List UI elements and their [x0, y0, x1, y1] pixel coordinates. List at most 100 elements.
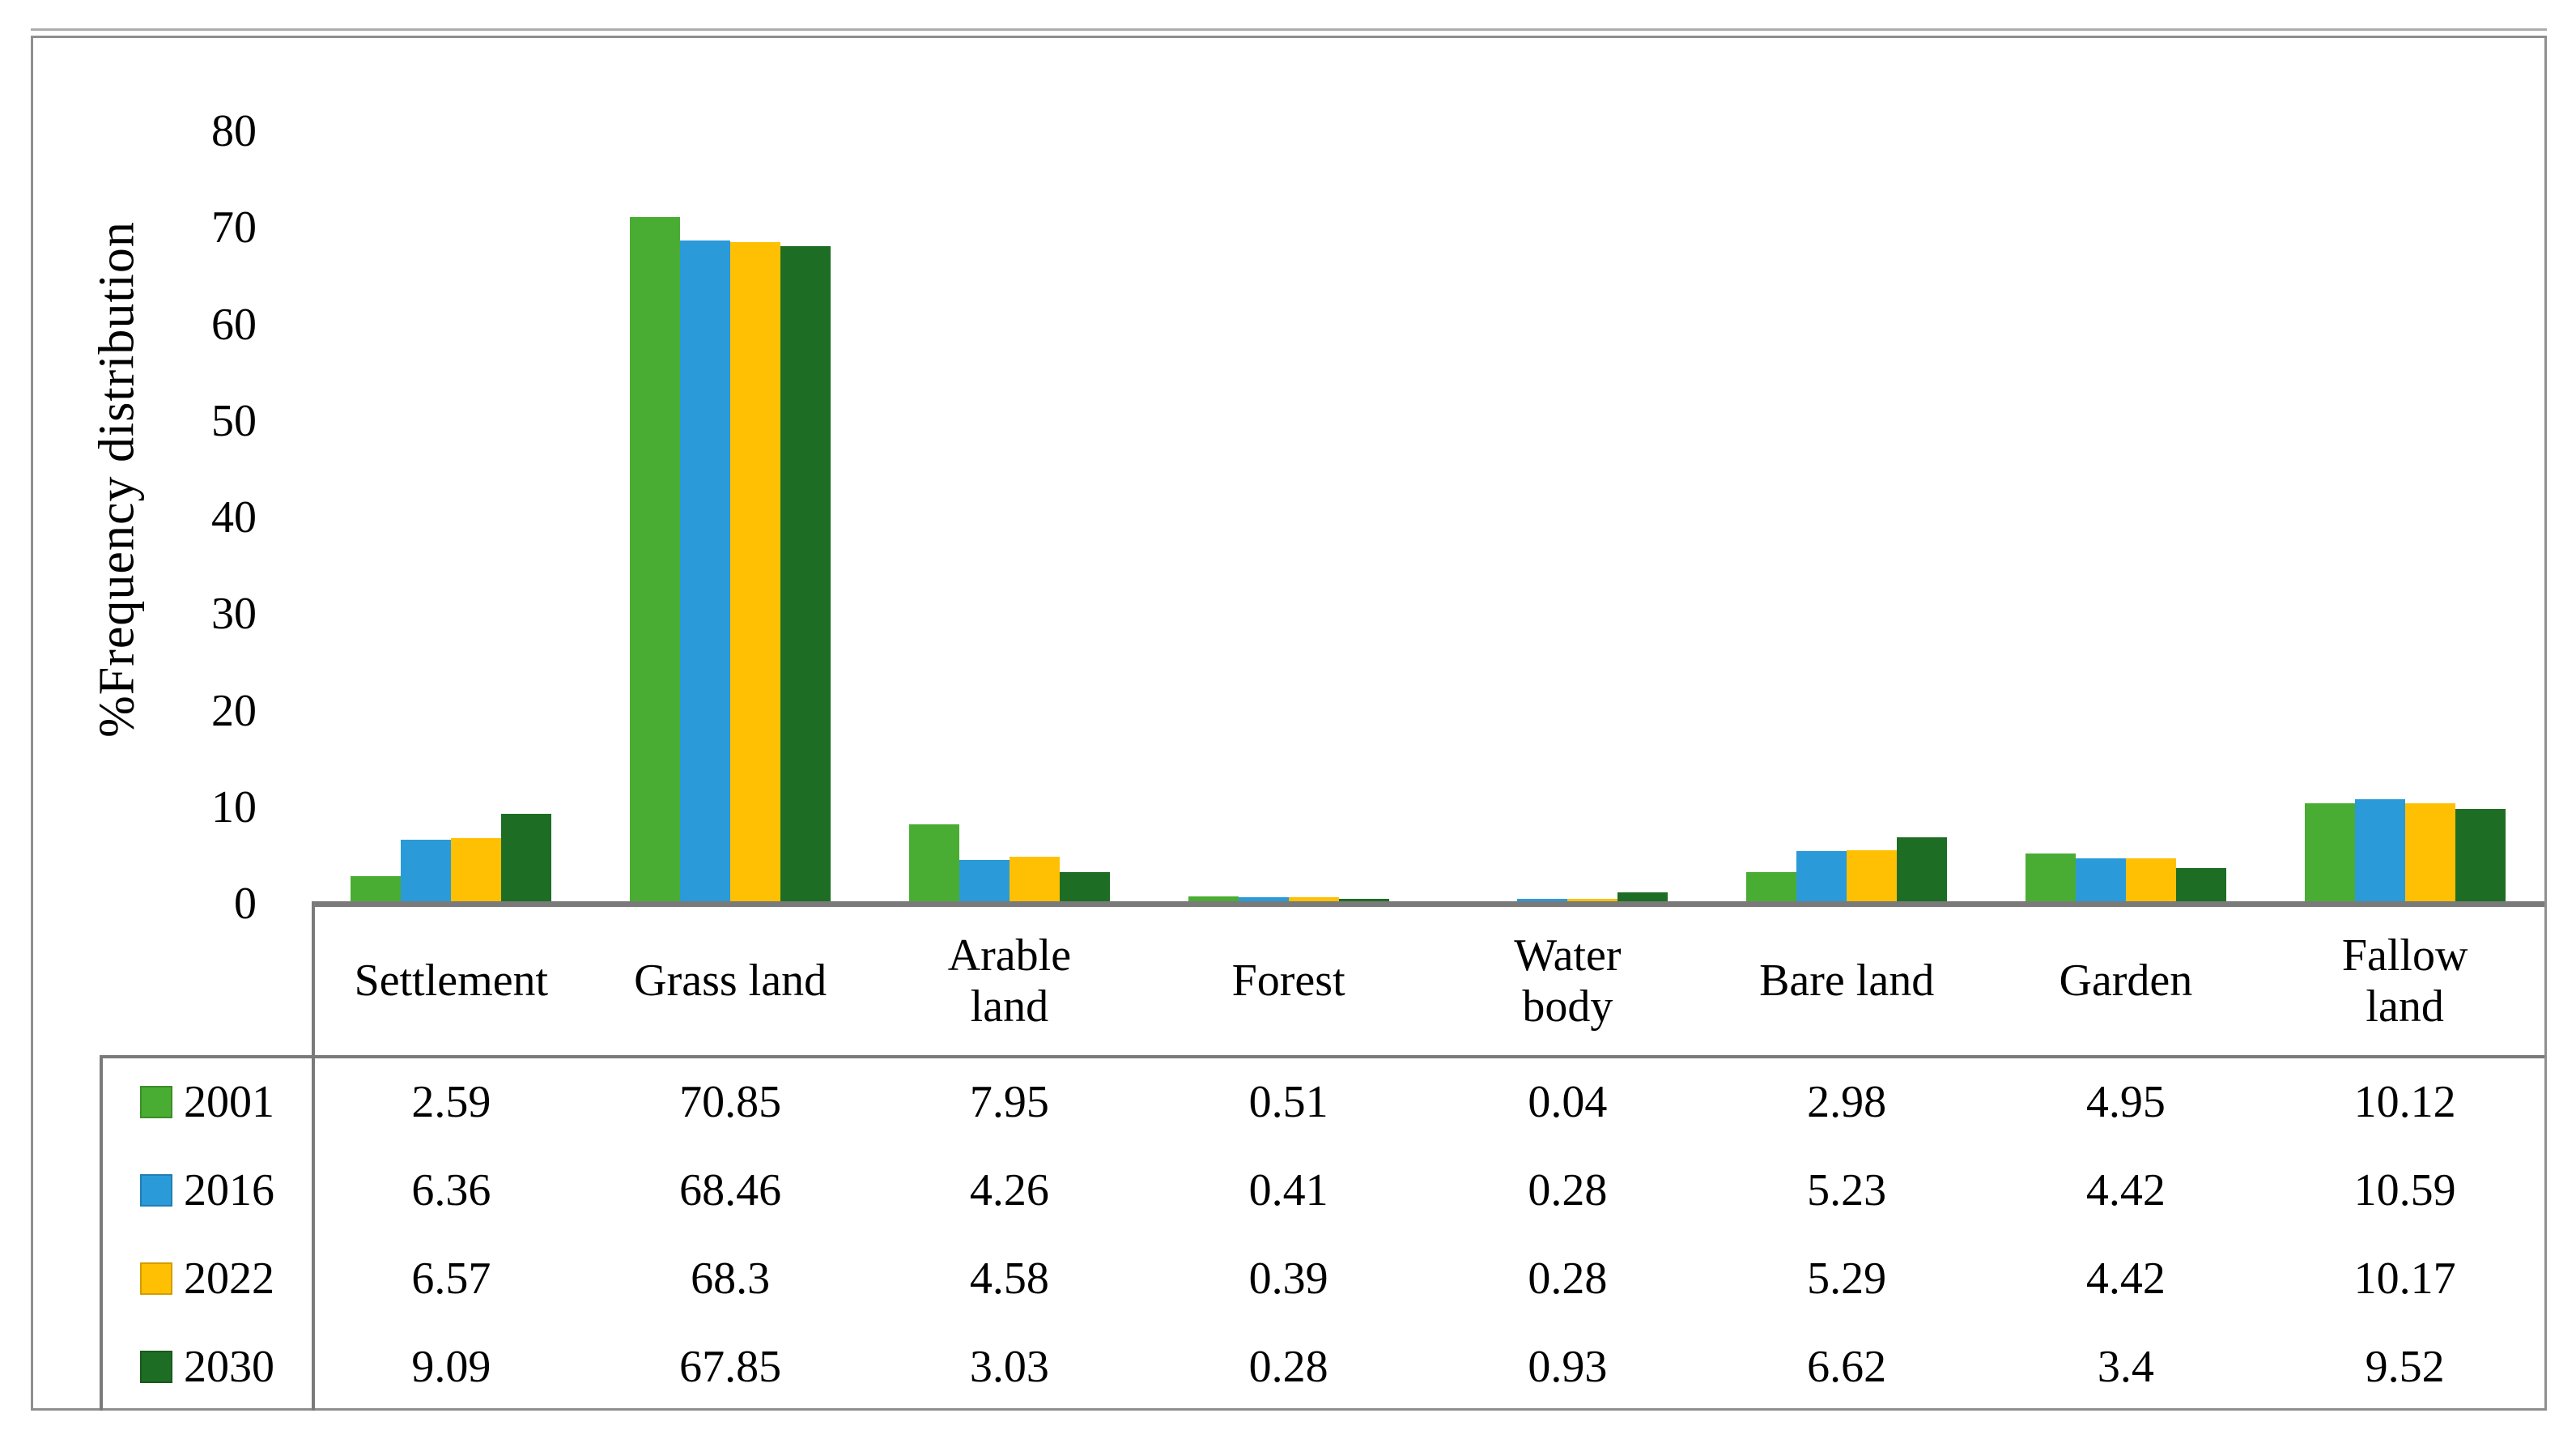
- table-value-2030-settlement: 9.09: [411, 1341, 491, 1392]
- legend-label-2001: 2001: [184, 1077, 274, 1128]
- table-value-2022-settlement: 6.57: [411, 1253, 491, 1304]
- table-header-water-body: Water body: [1514, 930, 1622, 1032]
- bar-2030-grass-land: [780, 245, 831, 901]
- legend-swatch-2022: [140, 1262, 172, 1295]
- table-header-garden: Garden: [2059, 956, 2193, 1007]
- legend-swatch-2030: [140, 1350, 172, 1383]
- table-value-2016-arable-land: 4.26: [969, 1165, 1049, 1216]
- bar-2016-settlement: [401, 840, 452, 901]
- legend-row-2016: 2016: [103, 1147, 312, 1235]
- table-value-2030-fallow-land: 9.52: [2365, 1341, 2445, 1392]
- table-value-2022-grass-land: 68.3: [691, 1253, 771, 1304]
- table-value-2001-forest: 0.51: [1248, 1077, 1328, 1128]
- y-tick-label-0: 0: [234, 879, 257, 929]
- bar-2016-arable-land: [959, 860, 1010, 901]
- legend-label-2030: 2030: [184, 1341, 274, 1392]
- bar-2016-bare-land: [1796, 850, 1847, 901]
- legend-swatch-2001: [140, 1086, 172, 1119]
- bar-2030-garden: [2175, 868, 2226, 901]
- bar-2022-settlement: [451, 837, 502, 901]
- bar-2022-grass-land: [730, 241, 781, 901]
- table-value-2001-settlement: 2.59: [411, 1077, 491, 1128]
- bar-2030-forest: [1338, 898, 1389, 901]
- table-value-2016-forest: 0.41: [1248, 1165, 1328, 1216]
- bar-2022-bare-land: [1847, 849, 1898, 901]
- bar-2022-garden: [2125, 858, 2176, 901]
- table-value-2030-water-body: 0.93: [1528, 1341, 1608, 1392]
- table-value-2001-bare-land: 2.98: [1807, 1077, 1887, 1128]
- table-header-bare-land: Bare land: [1759, 956, 1935, 1007]
- figure-border: [31, 36, 2547, 1411]
- table-value-2016-fallow-land: 10.59: [2353, 1165, 2456, 1216]
- table-value-2016-settlement: 6.36: [411, 1165, 491, 1216]
- legend-label-2022: 2022: [184, 1253, 274, 1304]
- figure-border-top-line: [31, 28, 2547, 31]
- table-value-2030-bare-land: 6.62: [1807, 1341, 1887, 1392]
- bar-2022-fallow-land: [2404, 802, 2455, 901]
- table-header-forest: Forest: [1231, 956, 1345, 1007]
- table-value-2022-fallow-land: 10.17: [2353, 1253, 2456, 1304]
- table-header-arable-land: Arable land: [947, 930, 1072, 1032]
- table-value-2001-water-body: 0.04: [1528, 1077, 1608, 1128]
- legend-row-2030: 2030: [103, 1322, 312, 1411]
- table-header-settlement: Settlement: [354, 956, 549, 1007]
- table-vertical-divider: [312, 901, 315, 1411]
- table-value-2030-garden: 3.4: [2097, 1341, 2154, 1392]
- legend-label-2016: 2016: [184, 1165, 274, 1216]
- bar-2016-fallow-land: [2354, 798, 2405, 901]
- table-value-2022-arable-land: 4.58: [969, 1253, 1049, 1304]
- bar-2001-fallow-land: [2304, 803, 2355, 901]
- bar-2016-garden: [2075, 858, 2126, 901]
- y-tick-label-10: 10: [211, 781, 257, 832]
- y-tick-label-60: 60: [211, 299, 257, 350]
- table-value-2001-garden: 4.95: [2085, 1077, 2166, 1128]
- y-tick-label-30: 30: [211, 589, 257, 640]
- table-value-2001-arable-land: 7.95: [969, 1077, 1049, 1128]
- bar-2001-forest: [1188, 896, 1239, 901]
- x-axis-line: [312, 901, 2544, 907]
- legend: 2001 2016 2022 2030: [103, 1058, 312, 1411]
- table-header-fallow-land: Fallow land: [2341, 930, 2468, 1032]
- y-tick-label-70: 70: [211, 202, 257, 253]
- table-value-2016-garden: 4.42: [2085, 1165, 2166, 1216]
- table-value-2016-water-body: 0.28: [1528, 1165, 1608, 1216]
- table-value-2001-fallow-land: 10.12: [2353, 1077, 2456, 1128]
- bar-2030-settlement: [501, 813, 552, 901]
- bar-2001-bare-land: [1746, 872, 1797, 901]
- table-value-2016-grass-land: 68.46: [679, 1165, 782, 1216]
- bar-2030-bare-land: [1897, 837, 1948, 901]
- bar-2001-grass-land: [630, 217, 681, 901]
- table-header-divider: [100, 1055, 2544, 1058]
- legend-swatch-2016: [140, 1174, 172, 1207]
- bar-2022-arable-land: [1009, 857, 1060, 901]
- y-tick-label-40: 40: [211, 492, 257, 543]
- table-value-2030-arable-land: 3.03: [969, 1341, 1049, 1392]
- table-value-2022-garden: 4.42: [2085, 1253, 2166, 1304]
- bar-2030-fallow-land: [2455, 809, 2506, 901]
- table-value-2016-bare-land: 5.23: [1807, 1165, 1887, 1216]
- table-value-2022-forest: 0.39: [1248, 1253, 1328, 1304]
- bar-2030-arable-land: [1059, 871, 1110, 901]
- table-value-2030-forest: 0.28: [1248, 1341, 1328, 1392]
- table-header-grass-land: Grass land: [634, 956, 827, 1007]
- table-value-2022-water-body: 0.28: [1528, 1253, 1608, 1304]
- table-value-2001-grass-land: 70.85: [679, 1077, 782, 1128]
- bar-2016-water-body: [1517, 898, 1568, 901]
- y-tick-label-20: 20: [211, 685, 257, 736]
- bar-2001-settlement: [351, 876, 402, 901]
- legend-box-border: [100, 1055, 103, 1411]
- bar-2016-grass-land: [680, 240, 731, 901]
- bar-2022-water-body: [1567, 898, 1618, 901]
- table-value-2022-bare-land: 5.29: [1807, 1253, 1887, 1304]
- table-value-2030-grass-land: 67.85: [679, 1341, 782, 1392]
- bar-2030-water-body: [1617, 892, 1668, 901]
- y-tick-label-80: 80: [211, 106, 257, 156]
- legend-row-2001: 2001: [103, 1058, 312, 1147]
- bar-2016-forest: [1238, 897, 1289, 901]
- legend-row-2022: 2022: [103, 1235, 312, 1323]
- y-tick-label-50: 50: [211, 395, 257, 446]
- bar-2001-arable-land: [908, 824, 959, 901]
- bar-2022-forest: [1288, 897, 1339, 901]
- bar-2001-garden: [2025, 853, 2076, 901]
